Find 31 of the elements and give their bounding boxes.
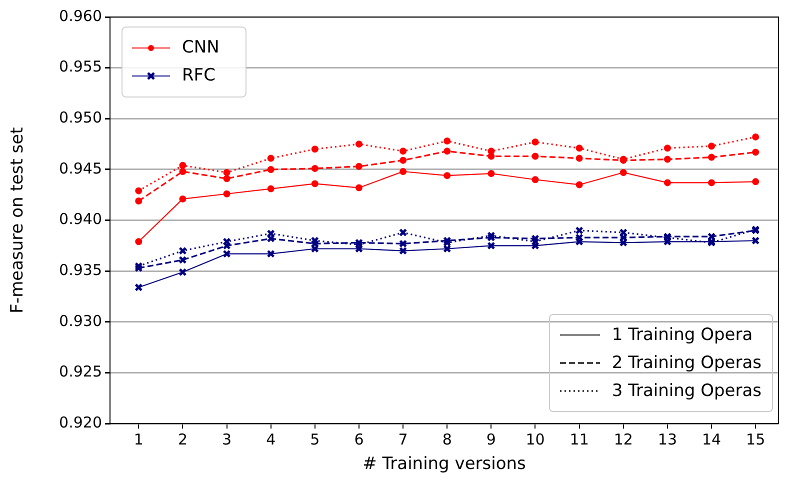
x-tick-label: 15: [746, 430, 766, 448]
y-tick-label: 0.920: [59, 413, 102, 432]
x-tick-label: 6: [354, 430, 364, 448]
x-axis-title: # Training versions: [362, 454, 526, 474]
y-tick-label: 0.925: [59, 362, 102, 381]
y-tick-label: 0.940: [59, 210, 102, 228]
x-tick-label: 12: [614, 430, 633, 448]
x-tick-label: 13: [658, 430, 677, 448]
x-tick-label: 7: [398, 430, 408, 448]
y-tick-label: 0.945: [59, 159, 102, 178]
x-tick-label: 2: [178, 430, 188, 448]
annotation: 2 Training Operas: [612, 352, 762, 373]
y-tick-label: 0.950: [59, 108, 102, 127]
x-tick-label: 10: [526, 430, 545, 448]
annotation: 3 Training Operas: [612, 380, 762, 401]
y-tick-label: 0.960: [59, 6, 102, 25]
x-tick-label: 3: [222, 430, 232, 448]
x-tick-label: 9: [486, 430, 496, 448]
y-tick-label: 0.930: [59, 312, 102, 330]
x-tick-label: 14: [702, 430, 722, 448]
x-tick-label: 8: [442, 430, 452, 448]
x-tick-label: 4: [266, 430, 276, 448]
legend-label: CNN: [182, 37, 220, 58]
y-tick-label: 0.935: [59, 261, 102, 280]
x-tick-label: 11: [570, 430, 589, 448]
legend-label: RFC: [182, 65, 216, 86]
annotation: 1 Training Opera: [612, 324, 753, 345]
x-tick-label: 5: [310, 430, 320, 448]
x-tick-label: 1: [134, 430, 144, 448]
y-tick-label: 0.955: [59, 58, 102, 76]
y-axis-title: F-measure on test set: [8, 126, 28, 314]
